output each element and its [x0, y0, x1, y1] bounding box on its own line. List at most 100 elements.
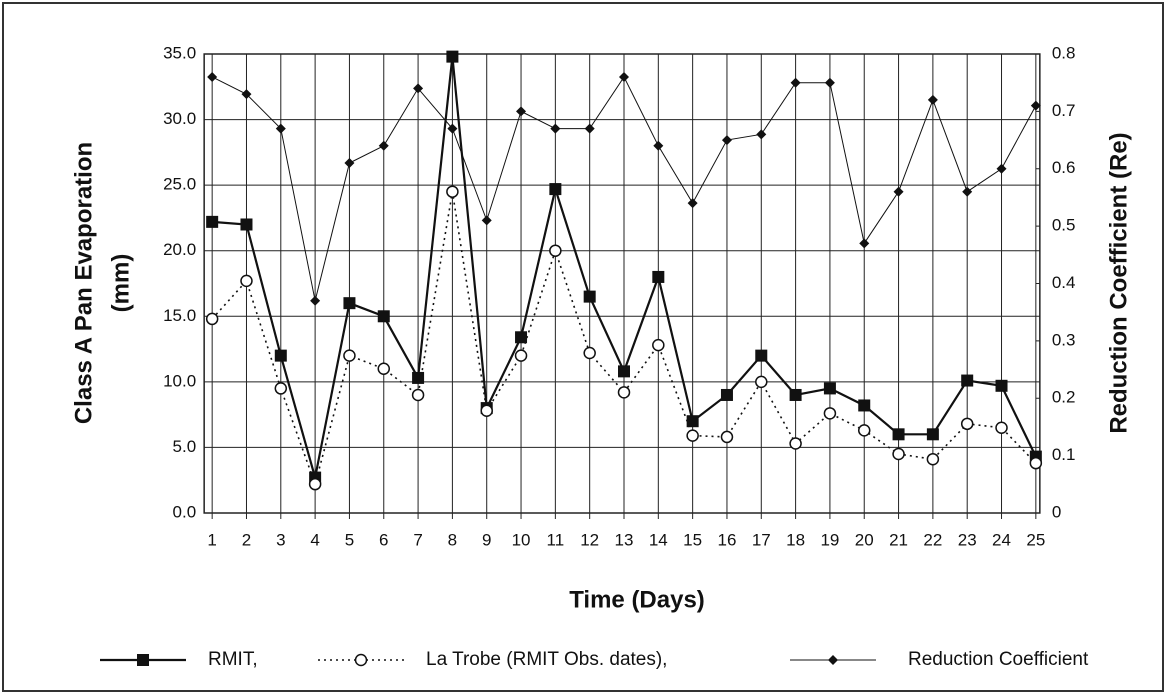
- marker: [377, 310, 390, 323]
- marker: [480, 404, 493, 417]
- marker: [960, 417, 974, 431]
- x-tick-label: 6: [379, 530, 388, 549]
- y-tick-label: 30.0: [163, 109, 196, 128]
- y-tick-label: 20.0: [163, 240, 196, 259]
- y2-tick-label: 0.5: [1052, 216, 1076, 235]
- marker: [652, 270, 665, 283]
- x-tick-label: 10: [512, 530, 531, 549]
- marker: [354, 653, 368, 667]
- marker: [207, 71, 218, 82]
- x-tick-label: 12: [580, 530, 599, 549]
- marker: [926, 452, 940, 466]
- x-tick-label: 21: [889, 530, 908, 549]
- marker: [617, 386, 631, 399]
- x-axis-title: Time (Days): [569, 586, 705, 613]
- x-tick-label: 20: [855, 530, 874, 549]
- y2-tick-label: 0.2: [1052, 388, 1076, 407]
- legend-label: Reduction Coefficient: [908, 649, 1089, 670]
- y-tick-label: 35.0: [163, 43, 196, 62]
- y2-tick-label: 0.3: [1052, 330, 1076, 349]
- y-tick-label: 25.0: [163, 175, 196, 194]
- x-tick-label: 8: [448, 530, 457, 549]
- marker: [206, 215, 219, 228]
- marker: [653, 140, 664, 151]
- marker: [584, 123, 595, 134]
- marker: [828, 655, 838, 665]
- marker: [789, 437, 802, 450]
- marker: [720, 388, 733, 401]
- x-tick-label: 11: [547, 530, 565, 549]
- legend-label: RMIT,: [208, 649, 258, 670]
- marker: [275, 123, 286, 134]
- marker: [412, 371, 425, 384]
- marker: [619, 71, 629, 82]
- marker: [515, 331, 528, 344]
- y2-tick-label: 0.1: [1052, 445, 1076, 464]
- y-tick-label: 10.0: [163, 371, 196, 390]
- y2-tick-label: 0.6: [1052, 158, 1076, 177]
- x-tick-label: 19: [820, 530, 839, 549]
- marker: [413, 83, 424, 94]
- y2-tick-label: 0.4: [1052, 273, 1076, 292]
- y2-tick-label: 0.7: [1052, 101, 1076, 120]
- marker: [137, 654, 149, 666]
- y2-tick-label: 0: [1052, 502, 1061, 521]
- marker: [893, 186, 904, 197]
- marker: [377, 362, 391, 375]
- x-tick-label: 15: [683, 530, 702, 549]
- x-tick-label: 4: [310, 530, 319, 549]
- marker: [618, 365, 630, 378]
- x-tick-label: 23: [958, 530, 977, 549]
- marker: [755, 375, 768, 389]
- marker: [516, 106, 527, 117]
- marker: [240, 218, 253, 231]
- x-tick-label: 24: [992, 530, 1011, 549]
- marker: [343, 297, 356, 310]
- y-tick-label: 15.0: [163, 306, 196, 325]
- marker: [446, 50, 459, 63]
- marker: [344, 158, 355, 169]
- marker: [378, 140, 389, 151]
- marker: [583, 290, 596, 303]
- y-axis-title: (mm): [107, 254, 134, 313]
- marker: [823, 407, 837, 420]
- x-tick-label: 1: [207, 530, 216, 549]
- marker: [308, 477, 322, 491]
- marker: [1030, 100, 1041, 111]
- x-tick-label: 2: [242, 530, 251, 549]
- marker: [549, 244, 562, 257]
- y2-axis-title: Reduction Coefficient (Re): [1105, 132, 1132, 433]
- marker: [927, 94, 938, 105]
- marker: [447, 123, 458, 134]
- legend-label: La Trobe (RMIT Obs. dates),: [426, 649, 667, 670]
- marker: [892, 447, 905, 461]
- marker: [240, 274, 253, 288]
- marker: [859, 238, 870, 249]
- marker: [720, 430, 734, 444]
- marker: [481, 215, 492, 226]
- marker: [1029, 456, 1043, 470]
- marker: [996, 163, 1007, 174]
- marker: [962, 186, 973, 197]
- marker: [756, 129, 767, 140]
- marker: [892, 428, 905, 441]
- x-tick-label: 25: [1026, 530, 1045, 549]
- x-tick-label: 9: [482, 530, 491, 549]
- marker: [857, 424, 871, 437]
- y2-tick-label: 0.8: [1052, 43, 1076, 62]
- x-tick-label: 5: [345, 530, 354, 549]
- marker: [823, 382, 836, 395]
- x-tick-label: 7: [413, 530, 422, 549]
- marker: [995, 421, 1008, 435]
- x-tick-label: 16: [717, 530, 736, 549]
- marker: [926, 428, 939, 441]
- marker: [514, 349, 528, 362]
- y-tick-label: 0.0: [173, 502, 197, 521]
- marker: [583, 346, 596, 360]
- marker: [961, 374, 974, 387]
- marker: [824, 77, 835, 88]
- plot-border: [203, 53, 1041, 514]
- x-tick-label: 18: [786, 530, 805, 549]
